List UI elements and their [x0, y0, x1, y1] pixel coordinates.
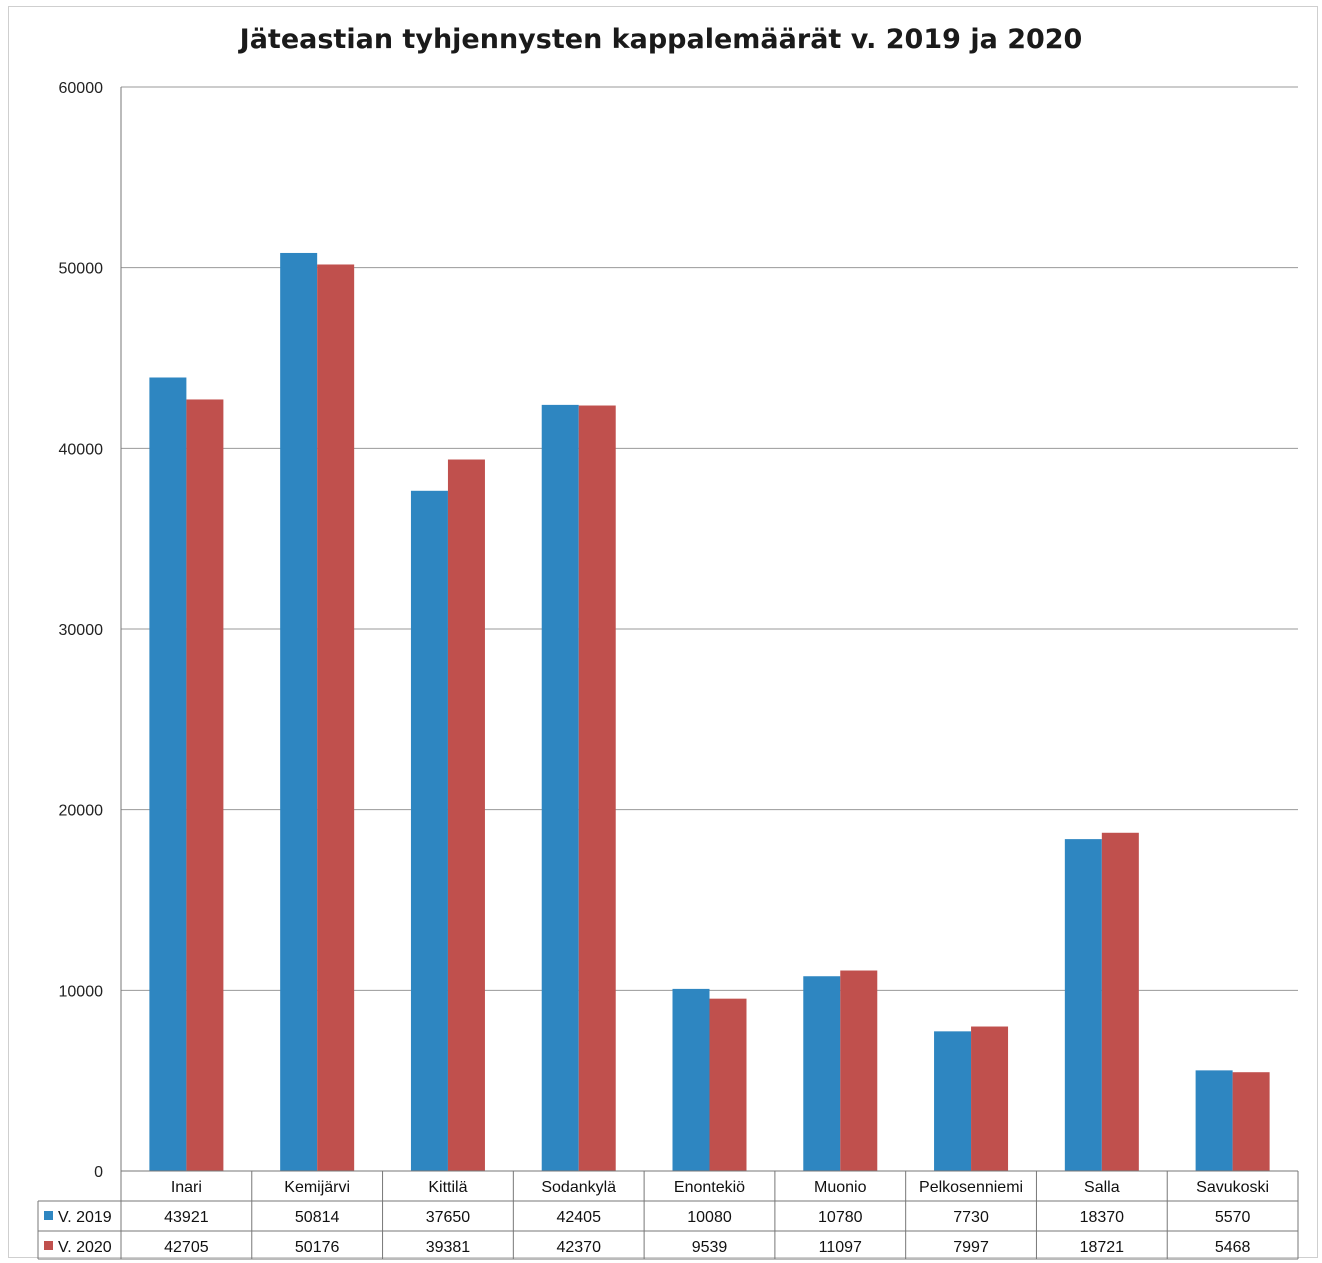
- x-tick-label: Sodankylä: [541, 1179, 616, 1196]
- bar: [709, 998, 747, 1171]
- y-tick-label: 40000: [59, 441, 104, 458]
- data-label: 10780: [818, 1209, 863, 1226]
- data-label: 11097: [819, 1239, 862, 1256]
- data-label: 50814: [295, 1209, 340, 1226]
- bar: [280, 252, 318, 1172]
- data-label: 39381: [426, 1239, 471, 1256]
- bar: [578, 405, 616, 1171]
- x-tick-label: Kittilä: [428, 1179, 467, 1196]
- data-label: 18370: [1080, 1209, 1125, 1226]
- data-label: 42705: [164, 1239, 209, 1256]
- bar: [541, 404, 579, 1171]
- data-label: 42405: [556, 1209, 601, 1226]
- data-label: 5570: [1215, 1209, 1251, 1226]
- y-tick-label: 30000: [59, 622, 104, 639]
- y-tick-label: 50000: [59, 261, 104, 278]
- data-label: 7730: [953, 1209, 989, 1226]
- legend-label: V. 2019: [58, 1209, 112, 1226]
- chart-title: Jäteastian tyhjennysten kappalemäärät v.…: [239, 24, 1083, 55]
- bar: [317, 264, 355, 1171]
- data-label: 42370: [556, 1239, 601, 1256]
- bar: [447, 459, 485, 1171]
- x-tick-label: Savukoski: [1196, 1179, 1269, 1196]
- chart-frame: [8, 6, 1318, 1258]
- bar: [186, 399, 224, 1171]
- x-tick-label: Muonio: [814, 1179, 867, 1196]
- legend-label: V. 2020: [58, 1239, 112, 1256]
- data-label: 7997: [953, 1239, 989, 1256]
- data-label: 10080: [687, 1209, 732, 1226]
- data-label: 50176: [295, 1239, 340, 1256]
- bar: [410, 490, 448, 1171]
- bar: [672, 988, 710, 1171]
- data-label: 37650: [426, 1209, 471, 1226]
- legend-swatch: [44, 1241, 53, 1250]
- y-tick-label: 0: [94, 1164, 103, 1181]
- y-tick-label: 60000: [59, 80, 104, 97]
- bar: [1232, 1072, 1270, 1171]
- x-tick-label: Inari: [171, 1179, 202, 1196]
- bar: [1101, 832, 1139, 1171]
- x-tick-label: Kemijärvi: [284, 1179, 350, 1196]
- data-label: 9539: [692, 1239, 728, 1256]
- y-tick-label: 10000: [59, 983, 104, 1000]
- bar: [1064, 839, 1102, 1171]
- x-tick-label: Pelkosenniemi: [919, 1179, 1023, 1196]
- bar: [1195, 1070, 1233, 1171]
- x-tick-label: Salla: [1084, 1179, 1120, 1196]
- bar: [971, 1026, 1009, 1171]
- bar: [840, 970, 878, 1171]
- data-label: 5468: [1215, 1239, 1251, 1256]
- x-tick-label: Enontekiö: [674, 1179, 745, 1196]
- bar: [934, 1031, 972, 1171]
- bar: [803, 976, 841, 1171]
- bar: [149, 377, 187, 1172]
- legend-swatch: [44, 1211, 53, 1220]
- data-label: 18721: [1080, 1239, 1125, 1256]
- data-label: 43921: [164, 1209, 209, 1226]
- y-tick-label: 20000: [59, 803, 104, 820]
